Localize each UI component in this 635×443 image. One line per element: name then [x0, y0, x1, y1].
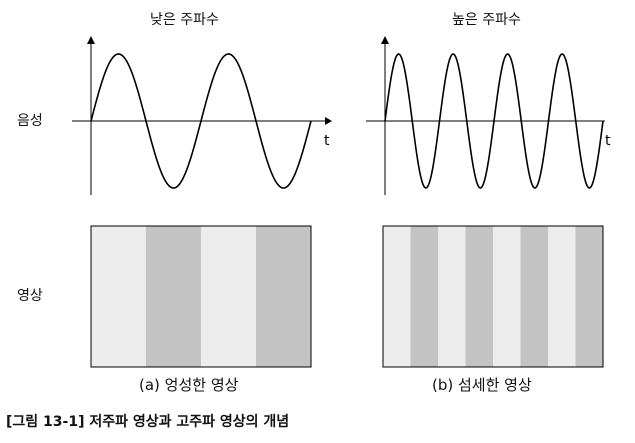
- video-row-label: 영상: [17, 288, 43, 304]
- high-frequency-title: 높은 주파수: [452, 12, 521, 28]
- right-band-dark: [520, 226, 548, 367]
- right-band-light: [438, 226, 466, 367]
- left-band-dark: [146, 226, 201, 367]
- right-image-label: (b) 섬세한 영상: [432, 376, 532, 394]
- left-coarse-image: [90, 225, 312, 368]
- right-band-light: [493, 226, 521, 367]
- left-time-arrowhead: [325, 117, 332, 125]
- right-image-border: [382, 225, 604, 368]
- left-band-light: [201, 226, 256, 367]
- right-band-dark: [465, 226, 493, 367]
- right-band-light: [383, 226, 411, 367]
- right-high-frequency-wave: [384, 53, 604, 189]
- left-low-frequency-wave: [90, 53, 312, 189]
- low-frequency-title: 낮은 주파수: [150, 12, 219, 28]
- right-band-light: [548, 226, 576, 367]
- audio-row-label: 음성: [17, 113, 43, 129]
- left-image-label: (a) 엉성한 영상: [139, 376, 239, 394]
- right-time-label: t: [605, 133, 611, 149]
- left-band-dark: [256, 226, 311, 367]
- right-band-dark: [410, 226, 438, 367]
- left-band-light: [91, 226, 146, 367]
- right-amplitude-arrowhead: [381, 36, 389, 44]
- right-band-dark: [575, 226, 603, 367]
- left-time-label: t: [324, 133, 330, 149]
- right-fine-image: [382, 225, 604, 368]
- figure-caption: [그림 13-1] 저주파 영상과 고주파 영상의 개념: [6, 414, 290, 430]
- left-amplitude-arrowhead: [87, 36, 95, 44]
- left-image-border: [90, 225, 312, 368]
